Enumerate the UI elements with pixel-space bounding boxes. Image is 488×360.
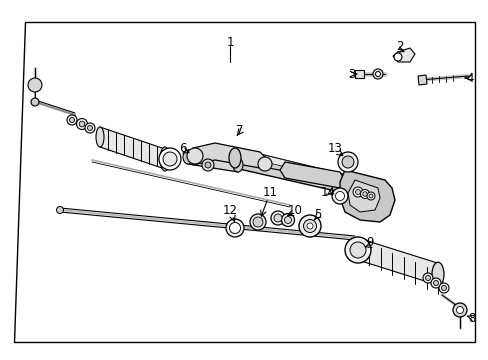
Circle shape — [425, 275, 429, 280]
Circle shape — [204, 162, 210, 168]
Circle shape — [341, 156, 353, 168]
Circle shape — [225, 219, 244, 237]
Circle shape — [79, 121, 84, 127]
Circle shape — [69, 117, 74, 122]
Text: 7: 7 — [236, 123, 243, 136]
Text: 14: 14 — [320, 185, 335, 198]
Text: 6: 6 — [179, 141, 186, 154]
Circle shape — [258, 157, 271, 171]
Circle shape — [202, 159, 214, 171]
Ellipse shape — [183, 150, 193, 164]
Circle shape — [57, 207, 63, 213]
Circle shape — [368, 194, 372, 198]
Ellipse shape — [352, 238, 362, 260]
Circle shape — [163, 152, 177, 166]
Circle shape — [186, 148, 203, 164]
Circle shape — [372, 69, 382, 79]
Ellipse shape — [232, 158, 243, 172]
Circle shape — [270, 211, 285, 225]
Circle shape — [229, 222, 240, 234]
Circle shape — [28, 78, 42, 92]
Text: 13: 13 — [327, 141, 342, 154]
Circle shape — [360, 189, 369, 198]
Polygon shape — [357, 238, 437, 285]
Text: 2: 2 — [395, 40, 403, 53]
Text: 9: 9 — [366, 235, 373, 248]
Circle shape — [438, 283, 448, 293]
Polygon shape — [347, 180, 379, 212]
Circle shape — [85, 123, 95, 133]
Text: 5: 5 — [314, 208, 321, 221]
Ellipse shape — [228, 148, 241, 168]
Circle shape — [430, 278, 440, 288]
Circle shape — [87, 126, 92, 130]
Circle shape — [441, 285, 446, 291]
Ellipse shape — [431, 262, 443, 286]
Circle shape — [456, 306, 463, 314]
Text: 8: 8 — [468, 311, 475, 324]
Circle shape — [335, 192, 344, 201]
Circle shape — [433, 280, 438, 285]
Ellipse shape — [96, 127, 104, 147]
Polygon shape — [354, 70, 363, 78]
Circle shape — [355, 189, 360, 194]
Ellipse shape — [160, 147, 170, 171]
Circle shape — [284, 216, 291, 224]
Circle shape — [452, 303, 466, 317]
Polygon shape — [235, 148, 374, 200]
Circle shape — [352, 187, 362, 197]
Circle shape — [76, 118, 87, 130]
Circle shape — [281, 213, 294, 226]
Text: 12: 12 — [222, 203, 237, 216]
Circle shape — [303, 220, 316, 233]
Text: 4: 4 — [465, 72, 473, 85]
Polygon shape — [187, 150, 238, 172]
Circle shape — [337, 152, 357, 172]
Circle shape — [345, 237, 370, 263]
Circle shape — [422, 273, 432, 283]
Circle shape — [159, 148, 181, 170]
Circle shape — [298, 215, 320, 237]
Polygon shape — [100, 127, 164, 169]
Polygon shape — [193, 143, 267, 168]
Text: 1: 1 — [226, 36, 233, 49]
Circle shape — [393, 53, 401, 61]
Polygon shape — [14, 22, 474, 342]
Circle shape — [249, 214, 265, 230]
Circle shape — [306, 223, 312, 229]
Circle shape — [31, 98, 39, 106]
Circle shape — [349, 242, 365, 258]
Polygon shape — [280, 162, 345, 188]
Circle shape — [366, 192, 374, 200]
Text: 10: 10 — [287, 203, 302, 216]
Circle shape — [375, 72, 380, 77]
Text: 3: 3 — [347, 68, 355, 81]
Polygon shape — [417, 75, 426, 85]
Circle shape — [67, 115, 77, 125]
Circle shape — [252, 217, 263, 227]
Polygon shape — [339, 170, 394, 222]
Circle shape — [362, 192, 366, 196]
Polygon shape — [392, 48, 414, 62]
Polygon shape — [235, 148, 374, 188]
Circle shape — [331, 188, 347, 204]
Circle shape — [273, 214, 282, 222]
Text: 11: 11 — [262, 185, 277, 198]
